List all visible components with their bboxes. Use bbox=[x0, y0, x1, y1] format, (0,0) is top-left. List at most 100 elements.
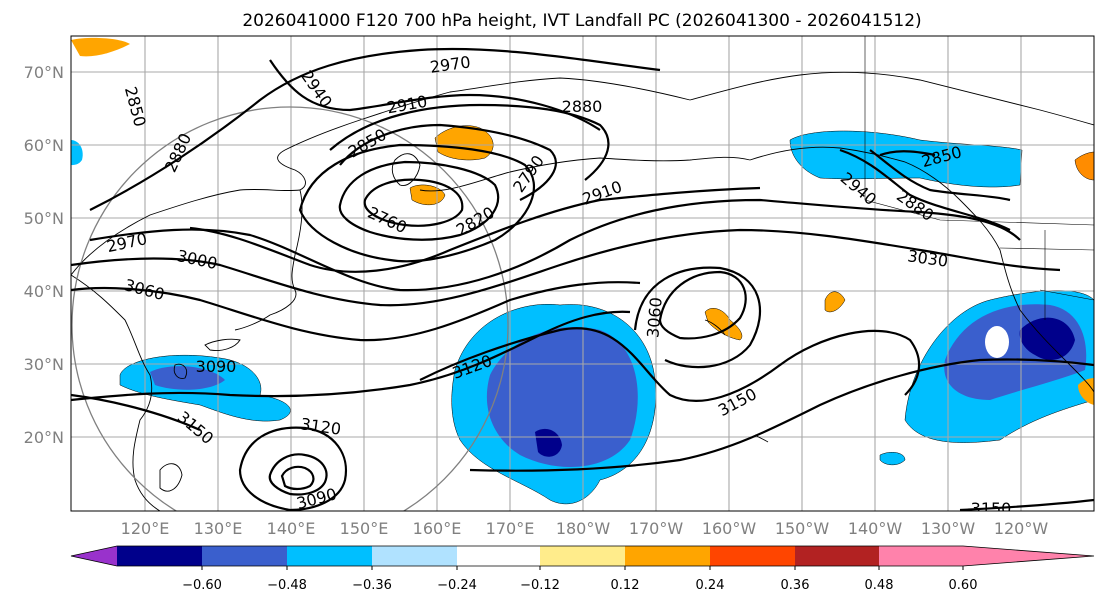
colorbar-swatch bbox=[795, 546, 879, 566]
lon-label: 180°W bbox=[556, 519, 611, 538]
projection-circle bbox=[71, 106, 509, 511]
colorbar-tick-label: 0.24 bbox=[696, 578, 725, 593]
taiwan bbox=[173, 363, 187, 379]
contour-2850-east bbox=[879, 150, 936, 157]
colorbar-left-extension bbox=[71, 546, 117, 566]
latitude-labels: 70°N 60°N 50°N 40°N 30°N 20°N bbox=[24, 63, 64, 447]
contour-2880-east bbox=[869, 149, 1011, 202]
lon-label: 170°W bbox=[629, 519, 684, 538]
lon-label: 150°W bbox=[775, 519, 830, 538]
contour-2790-low bbox=[338, 160, 500, 241]
ivt-region-kamchatka bbox=[409, 184, 446, 206]
lat-label: 30°N bbox=[24, 355, 64, 374]
contour-2850-arc bbox=[339, 123, 557, 201]
lat-label: 20°N bbox=[24, 428, 64, 447]
contour-label: 3150 bbox=[971, 499, 1012, 518]
asia-north-coast bbox=[71, 77, 691, 276]
colorbar-tick-label: −0.48 bbox=[267, 578, 307, 593]
ivt-region-hawaii-north bbox=[704, 308, 743, 341]
colorbar-swatch bbox=[540, 546, 625, 566]
contour-label: 2880 bbox=[562, 97, 603, 116]
ivt-shading-negative bbox=[71, 130, 1094, 505]
map-title: 2026041000 F120 700 hPa height, IVT Land… bbox=[242, 11, 921, 31]
kamchatka bbox=[391, 153, 421, 186]
lon-label: 120°E bbox=[121, 519, 170, 538]
sakhalin-japan bbox=[234, 189, 303, 331]
us-state-lines bbox=[1039, 230, 1094, 320]
ivt-region-mexico bbox=[1078, 378, 1094, 405]
contour-3090-south-high bbox=[268, 453, 328, 496]
graticule bbox=[71, 36, 1094, 511]
contour-3090 bbox=[71, 310, 631, 402]
ivt-region-central-pacific-core bbox=[486, 327, 638, 467]
colorbar-tick-label: 0.36 bbox=[781, 578, 810, 593]
height-contours bbox=[71, 47, 1094, 511]
north-america-west-coast bbox=[749, 146, 1094, 393]
contour-2940-east bbox=[839, 148, 1011, 231]
colorbar-tick-label: 0.48 bbox=[865, 578, 894, 593]
contour-2880-trough bbox=[189, 186, 761, 273]
colorbar-ticks bbox=[201, 566, 964, 570]
map-frame bbox=[70, 35, 1095, 512]
colorbar-tick-label: −0.12 bbox=[520, 578, 560, 593]
colorbar-swatch bbox=[710, 546, 795, 566]
contour-3150-south bbox=[959, 498, 1094, 511]
lon-label: 130°E bbox=[194, 519, 243, 538]
ivt-region-east-pacific bbox=[824, 291, 846, 313]
kyushu bbox=[204, 338, 241, 351]
colorbar-tick-label: 0.12 bbox=[611, 578, 640, 593]
colorbar-tick-label: −0.60 bbox=[182, 578, 222, 593]
philippines bbox=[159, 463, 183, 492]
colorbar: −0.60 −0.48 −0.36 −0.24 −0.12 0.12 0.24 … bbox=[70, 545, 1095, 593]
ivt-hole-west-coast bbox=[985, 326, 1009, 358]
contour-2970-mid bbox=[89, 198, 1021, 292]
contour-3030 bbox=[71, 228, 1061, 307]
lon-label: 150°E bbox=[340, 519, 389, 538]
contour-3060-south-high bbox=[280, 465, 315, 491]
lon-label: 160°E bbox=[413, 519, 462, 538]
contour-2880-north bbox=[329, 103, 610, 181]
lon-label: 120°W bbox=[994, 519, 1049, 538]
colorbar-outline bbox=[70, 545, 1095, 567]
alaska-canada-border bbox=[864, 36, 1094, 226]
colorbar-tick-label: 0.60 bbox=[949, 578, 978, 593]
lon-label: 140°E bbox=[267, 519, 316, 538]
contour-3060-west bbox=[71, 281, 641, 342]
ivt-region-west-coast-max bbox=[1019, 317, 1075, 360]
lat-label: 40°N bbox=[24, 282, 64, 301]
ivt-region-western-pacific-core bbox=[150, 366, 225, 390]
longitude-labels: 120°E 130°E 140°E 150°E 160°E 170°E 180°… bbox=[121, 519, 1049, 538]
lat-label: 70°N bbox=[24, 63, 64, 82]
colorbar-swatch bbox=[625, 546, 710, 566]
colorbar-tick-label: −0.36 bbox=[352, 578, 392, 593]
lon-label: 160°W bbox=[702, 519, 757, 538]
contour-label: 3060 bbox=[643, 296, 665, 338]
ivt-region-small-east bbox=[879, 452, 906, 466]
ivt-region-central-pacific-max bbox=[535, 428, 562, 457]
colorbar-swatch bbox=[372, 546, 457, 566]
map-panel: 2970 2940 2850 2910 2880 2880 2850 2790 … bbox=[70, 35, 1095, 518]
lat-label: 60°N bbox=[24, 136, 64, 155]
colorbar-tick-label: −0.24 bbox=[437, 578, 477, 593]
china-coast bbox=[71, 274, 161, 511]
colorbar-swatch bbox=[117, 546, 202, 566]
coastlines bbox=[71, 71, 1094, 511]
colorbar-swatch bbox=[287, 546, 372, 566]
ivt-region-east-edge bbox=[1074, 151, 1094, 181]
hawaii bbox=[704, 319, 726, 336]
ivt-region-arctic bbox=[71, 37, 130, 57]
canada-us-border bbox=[999, 247, 1094, 251]
ivt-region-west-edge bbox=[71, 140, 83, 166]
lon-label: 140°W bbox=[848, 519, 903, 538]
contour-3090-high bbox=[633, 266, 762, 369]
contour-3120-south-high bbox=[238, 426, 348, 511]
contour-3060-high bbox=[658, 270, 747, 340]
contour-label: 3090 bbox=[196, 357, 237, 376]
contour-3120 bbox=[419, 327, 921, 402]
alaska-north-coast bbox=[689, 71, 1094, 126]
contour-2760-low bbox=[363, 178, 464, 227]
aleutian-chain bbox=[419, 156, 751, 192]
contour-2910-north bbox=[269, 59, 601, 131]
colorbar-swatch bbox=[457, 546, 540, 566]
